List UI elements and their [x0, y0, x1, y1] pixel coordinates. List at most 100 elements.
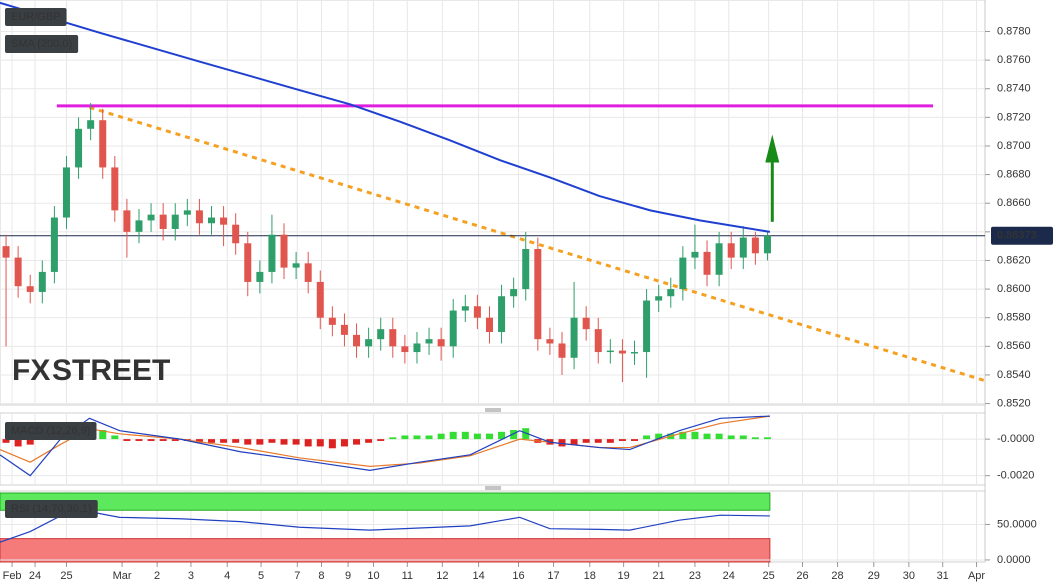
x-tick-label: 23 — [689, 570, 701, 582]
macd-histogram-bar — [655, 433, 663, 440]
macd-histogram-bar — [220, 439, 228, 443]
candle-body — [631, 352, 639, 354]
macd-histogram-bar — [304, 439, 312, 447]
candle-body — [594, 329, 602, 353]
candle-body — [232, 224, 240, 244]
x-tick-label: 11 — [402, 570, 413, 582]
y-tick-label: -0.0000 — [997, 433, 1034, 445]
macd-histogram-bar — [727, 435, 735, 440]
x-tick-label: 30 — [903, 570, 915, 582]
x-tick-label: 21 — [653, 570, 665, 582]
y-tick-label: 0.0000 — [997, 554, 1031, 566]
x-tick-label: 19 — [618, 570, 630, 582]
candle-body — [328, 317, 336, 325]
macd-histogram-bar — [99, 429, 107, 440]
candle-body — [38, 271, 46, 292]
candle-body — [2, 246, 10, 258]
candle-body — [679, 257, 687, 290]
candle-body — [425, 339, 433, 344]
candle-body — [135, 220, 143, 232]
y-tick-label: 0.8620 — [997, 254, 1031, 266]
candle-body — [582, 317, 590, 330]
candle-body — [195, 210, 203, 224]
y-tick-label: 0.8740 — [997, 83, 1031, 95]
candle-body — [763, 235, 771, 254]
macd-histogram-bar — [147, 439, 155, 441]
candle-body — [449, 310, 457, 347]
macd-label-box: MACD (12,26,9) — [5, 422, 97, 440]
x-tick-label: 25 — [60, 570, 72, 582]
symbol-label-bg — [5, 8, 67, 26]
macd-histogram-bar — [195, 439, 203, 443]
macd-label-bg — [5, 422, 97, 440]
candle-body — [26, 286, 34, 292]
y-tick-label: 0.8780 — [997, 25, 1031, 37]
x-tick-label: 4 — [224, 570, 230, 582]
x-tick-label: 16 — [512, 570, 524, 582]
y-tick-label: 50.0000 — [997, 518, 1037, 530]
x-tick-label: Feb — [3, 570, 22, 582]
candle-body — [546, 339, 554, 344]
macd-histogram-bar — [739, 435, 747, 440]
logo-street: STREET — [52, 354, 170, 387]
x-tick-label: 2 — [154, 570, 160, 582]
candle-body — [437, 339, 445, 347]
macd-histogram-bar — [643, 435, 651, 440]
macd-histogram-bar — [473, 433, 481, 440]
macd-histogram-bar — [751, 437, 759, 440]
x-tick-label: 3 — [188, 570, 194, 582]
x-tick-label: 7 — [294, 570, 300, 582]
x-tick-label: 14 — [472, 570, 484, 582]
macd-histogram-bar — [377, 439, 385, 441]
candle-body — [691, 251, 699, 258]
macd-label: MACD (12,26,9) — [11, 425, 90, 437]
rsi-label-box: RSI (14,70,30,1) — [5, 500, 98, 518]
x-tick-label: 18 — [584, 570, 596, 582]
candle-body — [727, 243, 735, 258]
candle-body — [316, 281, 324, 318]
candle-body — [739, 237, 747, 258]
last-price-bg — [991, 226, 1053, 245]
macd-line — [0, 415, 770, 477]
y-tick-label: 0.8680 — [997, 168, 1031, 180]
macd-histogram-bar — [135, 439, 143, 441]
candle-body — [389, 329, 397, 347]
y-tick-label: 0.8720 — [997, 111, 1031, 123]
x-tick-label: 24 — [723, 570, 735, 582]
candle-body — [147, 214, 155, 221]
last-price-tag: 0.86373 — [991, 226, 1053, 245]
y-tick-label: 0.8660 — [997, 197, 1031, 209]
macd-histogram-bar — [292, 439, 300, 445]
macd-histogram-bar — [256, 439, 264, 445]
candle-body — [123, 210, 131, 232]
y-tick-label: -0.0020 — [997, 470, 1034, 482]
candle-body — [365, 339, 373, 347]
x-tick-label: 25 — [763, 570, 775, 582]
macd-histogram-bar — [365, 439, 373, 443]
x-tick-label: 26 — [796, 570, 808, 582]
candle-body — [50, 217, 58, 272]
candle-body — [413, 343, 421, 353]
macd-histogram-bar — [425, 435, 433, 440]
symbol-label-box: EUR/GBP — [5, 8, 67, 26]
candle-body — [159, 214, 167, 229]
candle-body — [75, 128, 83, 168]
rsi-label: RSI (14,70,30,1) — [11, 503, 92, 515]
macd-histogram-bar — [558, 439, 566, 447]
y-tick-label: 0.8600 — [997, 283, 1031, 295]
candle-body — [208, 217, 216, 224]
candle-body — [473, 306, 481, 318]
candle-body — [522, 249, 530, 290]
sma-line — [0, 1, 771, 233]
macd-histogram-bar — [618, 439, 626, 441]
macd-histogram-bar — [171, 439, 179, 441]
x-tick-label: 31 — [937, 570, 949, 582]
x-tick-label: Apr — [968, 570, 985, 582]
candle-body — [461, 306, 469, 311]
candle-body — [715, 243, 723, 275]
candle-body — [280, 234, 288, 268]
macd-histogram-bar — [594, 439, 602, 443]
macd-histogram-bar — [316, 439, 324, 447]
macd-histogram-bar — [691, 431, 699, 440]
candle-body — [244, 243, 252, 282]
